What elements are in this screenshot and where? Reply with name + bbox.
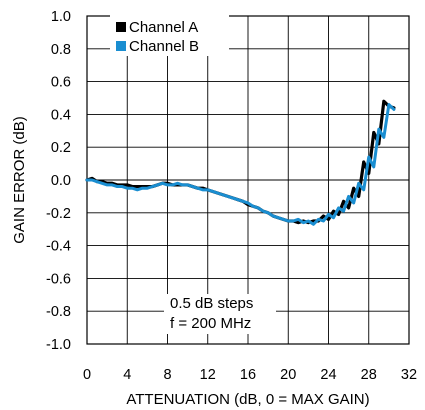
x-axis-title: ATTENUATION (dB, 0 = MAX GAIN) [126, 391, 369, 408]
y-tick-label: -1.0 [46, 337, 71, 353]
y-tick-label: 0.2 [51, 140, 71, 156]
x-tick-label: 0 [83, 367, 91, 383]
legend-label-channel-b: Channel B [129, 38, 199, 55]
annotation-frequency: f = 200 MHz [170, 315, 251, 332]
y-tick-label: -0.8 [46, 304, 71, 320]
y-tick-label: 1.0 [51, 9, 71, 25]
series-lines [85, 99, 396, 226]
y-tick-label: -0.4 [46, 239, 71, 255]
y-tick-label: 0.4 [51, 107, 71, 123]
y-tick-label: -0.2 [46, 206, 71, 222]
x-tick-label: 16 [240, 367, 256, 383]
annotation-box [164, 294, 276, 334]
annotation-step-size: 0.5 dB steps [170, 295, 253, 312]
legend-label-channel-a: Channel A [129, 19, 198, 36]
legend-swatch-channel-a [116, 22, 126, 32]
x-tick-label: 8 [163, 367, 171, 383]
x-tick-labels: 0 4 8 12 16 20 24 28 32 [83, 367, 417, 383]
series-line-channel-b [85, 103, 396, 226]
x-tick-label: 20 [280, 367, 296, 383]
y-tick-label: 0.0 [51, 173, 71, 189]
y-tick-label: 0.8 [51, 42, 71, 58]
legend-swatch-channel-b [116, 41, 126, 51]
y-tick-label: 0.6 [51, 75, 71, 91]
x-tick-label: 28 [361, 367, 377, 383]
y-tick-label: -0.6 [46, 271, 71, 287]
legend-background [110, 15, 229, 56]
x-tick-label: 32 [401, 367, 417, 383]
x-tick-label: 12 [200, 367, 216, 383]
x-tick-label: 4 [123, 367, 131, 383]
y-axis-title: GAIN ERROR (dB) [11, 116, 28, 244]
x-tick-label: 24 [320, 367, 336, 383]
y-tick-labels: 1.0 0.8 0.6 0.4 0.2 0.0 -0.2 -0.4 -0.6 -0.8 -1.0 [46, 9, 71, 353]
